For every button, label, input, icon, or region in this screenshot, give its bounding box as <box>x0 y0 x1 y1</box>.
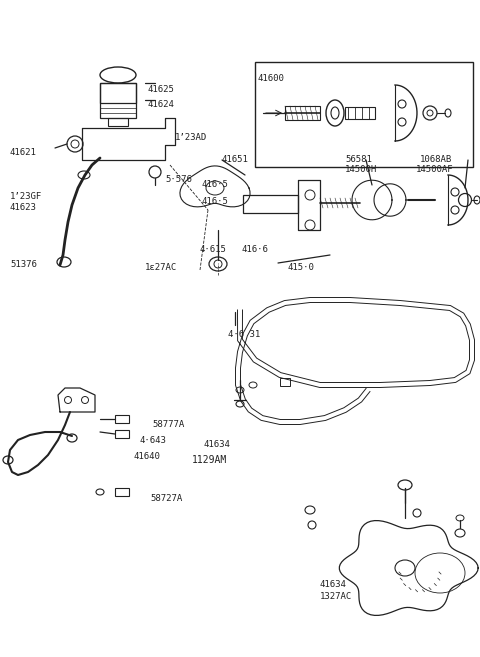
Bar <box>285 106 320 120</box>
Bar <box>115 415 129 423</box>
Text: 41623: 41623 <box>10 203 37 212</box>
Bar <box>115 430 129 438</box>
Text: 14500AF: 14500AF <box>416 165 454 174</box>
Text: 58727A: 58727A <box>150 494 182 503</box>
Text: 1’23AD: 1’23AD <box>175 133 207 142</box>
Text: 416·6: 416·6 <box>242 245 269 254</box>
Text: 41621: 41621 <box>10 148 37 157</box>
Text: 41651: 41651 <box>222 155 249 164</box>
Text: 1327AC: 1327AC <box>320 592 352 601</box>
Text: 1068AB: 1068AB <box>420 155 452 164</box>
Text: 14500H: 14500H <box>345 165 377 174</box>
Bar <box>108 118 128 126</box>
Text: 1’23GF: 1’23GF <box>10 192 42 201</box>
Bar <box>280 378 290 386</box>
Text: 41625: 41625 <box>148 85 175 94</box>
Text: 4·615: 4·615 <box>200 245 227 254</box>
Text: 416·5: 416·5 <box>202 197 229 206</box>
Text: 416·5: 416·5 <box>202 180 229 189</box>
Bar <box>100 83 136 118</box>
Text: 1129AM: 1129AM <box>192 455 227 465</box>
Text: 5·576: 5·576 <box>165 175 192 184</box>
Text: 415·0: 415·0 <box>288 263 315 272</box>
Text: 1ε27AC: 1ε27AC <box>145 263 177 272</box>
Bar <box>115 488 129 496</box>
Text: 41634: 41634 <box>320 580 347 589</box>
Text: 41634: 41634 <box>203 440 230 449</box>
Bar <box>243 195 298 213</box>
Text: 41600: 41600 <box>258 74 285 83</box>
Text: 51376: 51376 <box>10 260 37 269</box>
Text: 58777A: 58777A <box>152 420 184 429</box>
Text: 56581: 56581 <box>345 155 372 164</box>
Text: 4·6 31: 4·6 31 <box>228 330 260 339</box>
Text: 41624: 41624 <box>148 100 175 109</box>
Bar <box>345 107 375 119</box>
Bar <box>255 62 473 167</box>
Text: 41640: 41640 <box>133 452 160 461</box>
Text: 4·643: 4·643 <box>140 436 167 445</box>
Bar <box>100 83 136 103</box>
